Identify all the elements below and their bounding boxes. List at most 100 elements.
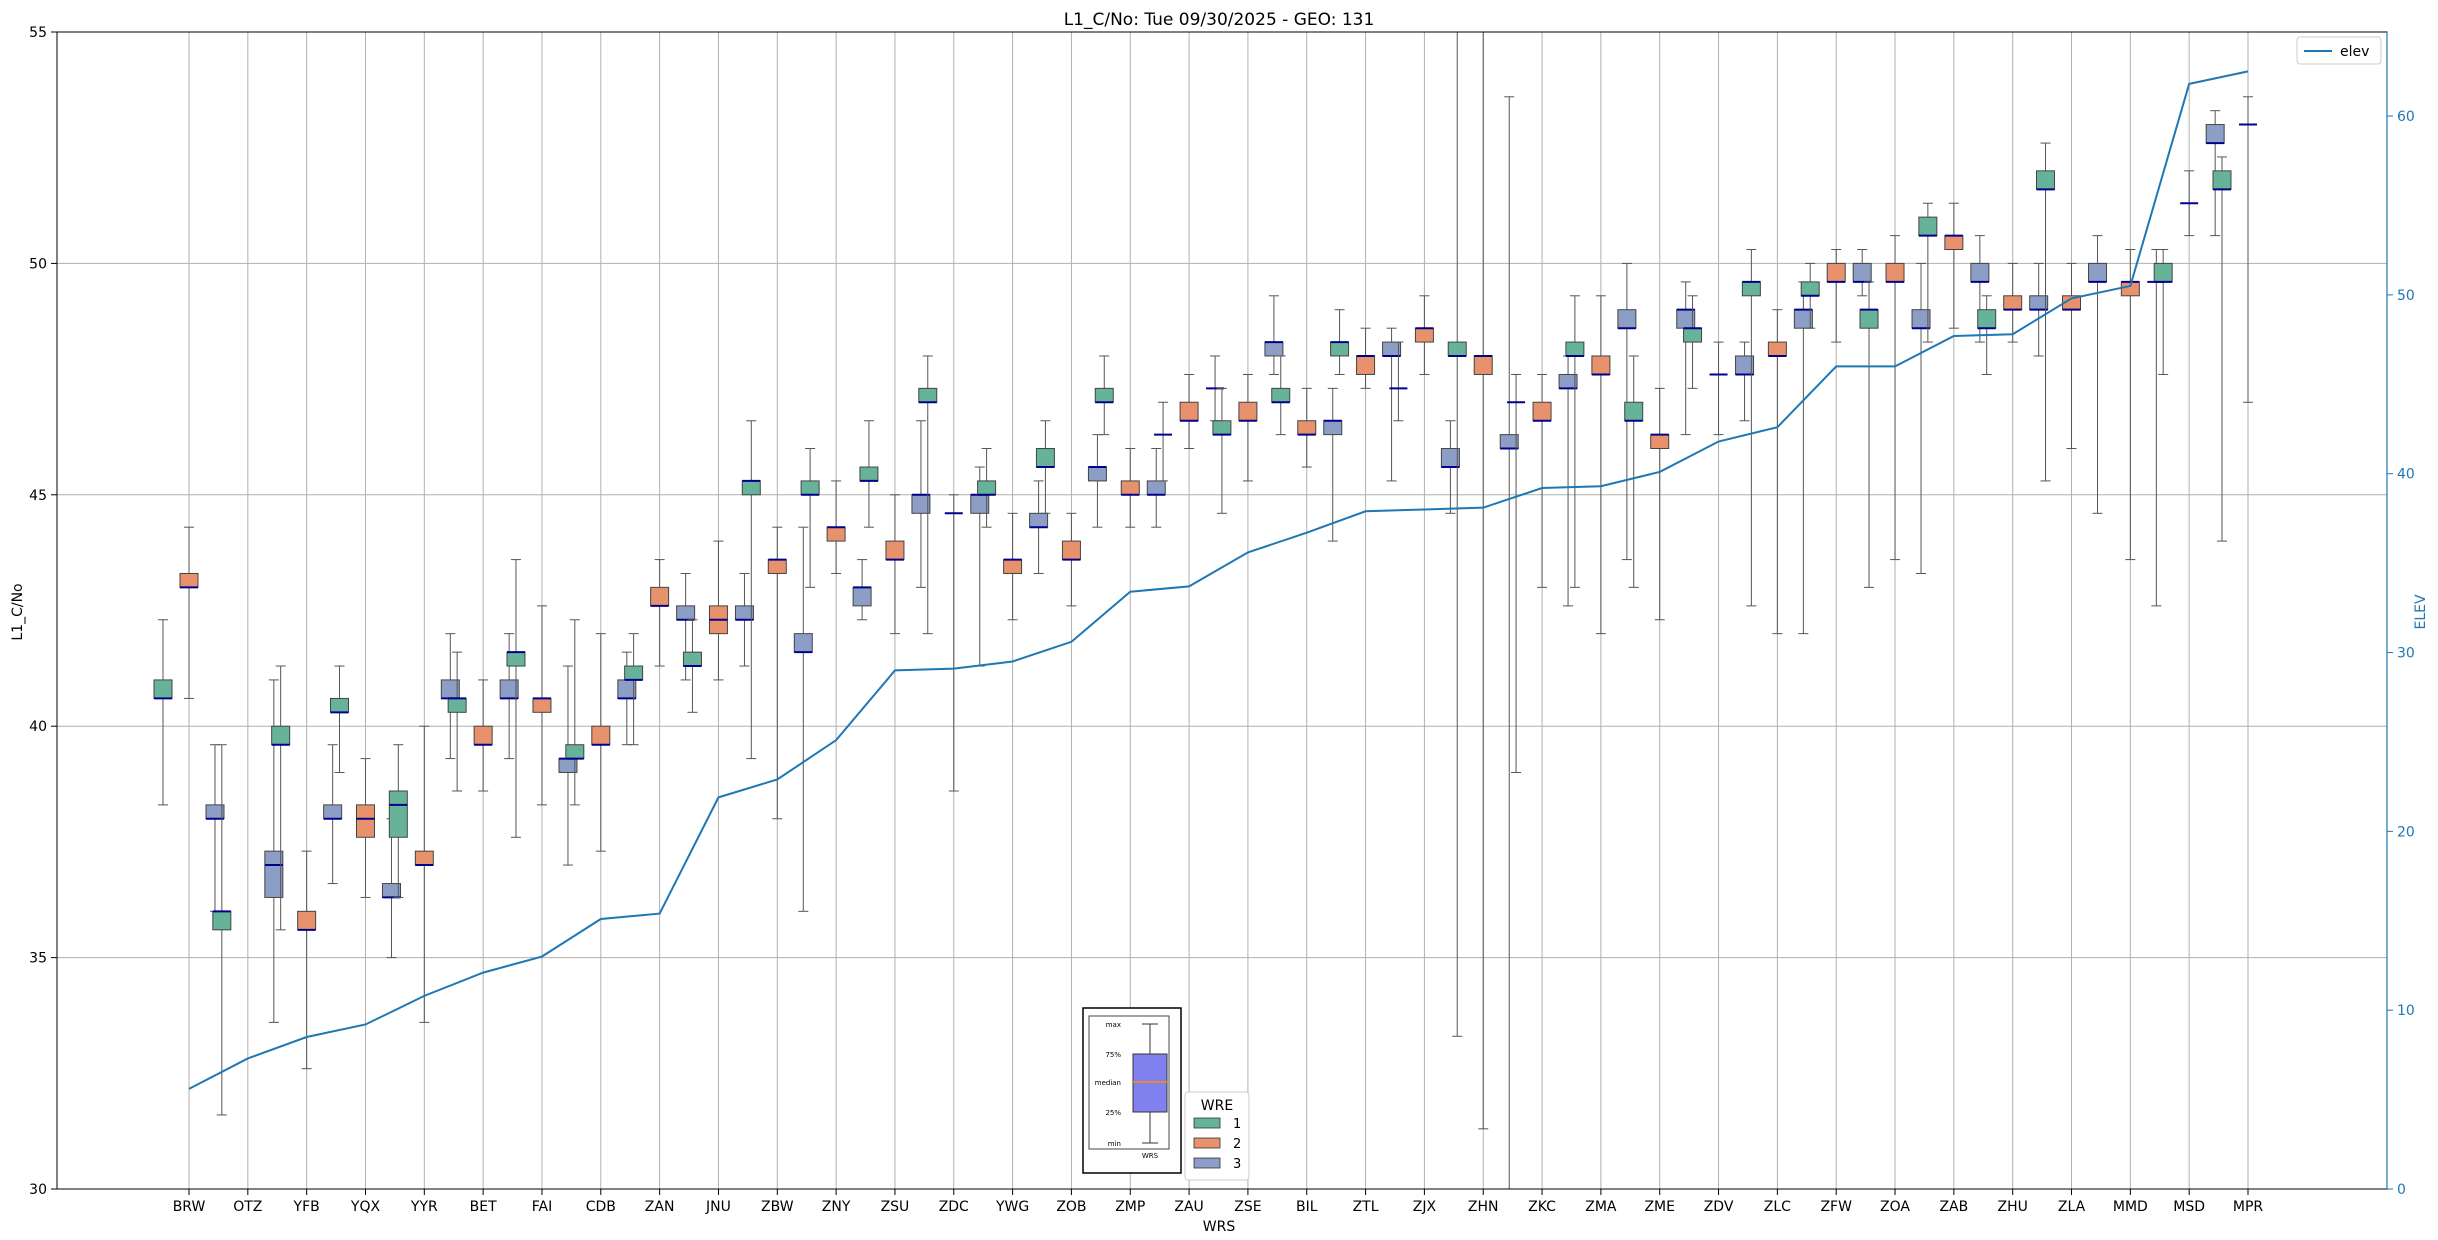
box-BIL-wre1 <box>1271 355 1291 436</box>
box-BIL-wre2 <box>1297 387 1317 468</box>
x-tick-label: ZAB <box>1939 1199 1968 1215</box>
box-body <box>911 494 931 514</box>
elev-legend: elev <box>2296 36 2382 65</box>
box-BET-wre2 <box>473 679 493 792</box>
box-ZLA-wre1 <box>2036 142 2056 482</box>
box-body <box>1356 355 1376 375</box>
wre-legend: WRE 1 2 3 <box>1184 1091 1250 1181</box>
box-body <box>1087 466 1107 482</box>
box-ZHU-wre1 <box>1977 295 1997 375</box>
box-body <box>532 697 552 713</box>
x-tick-label: ZOB <box>1056 1199 1086 1215</box>
box-JNU-wre1 <box>682 619 702 713</box>
x-tick-label: ZDC <box>939 1199 969 1215</box>
box-body <box>1591 355 1611 375</box>
chart-title: L1_C/No: Tue 09/30/2025 - GEO: 131 <box>1064 10 1375 30</box>
box-FAI-wre1 <box>506 559 526 838</box>
box-ZMA-wre2 <box>1591 295 1611 635</box>
box-FAI-wre3 <box>558 665 578 866</box>
x-tick-label: OTZ <box>233 1199 262 1215</box>
box-ZOB-wre2 <box>1061 512 1081 607</box>
box-body <box>1330 341 1350 357</box>
box-body <box>1499 434 1519 450</box>
box-OTZ-wre1 <box>212 744 232 1116</box>
box-YFB-wre3 <box>323 744 343 885</box>
box-YYR-wre1 <box>388 744 408 898</box>
x-tick-label: FAI <box>532 1199 552 1215</box>
box-body <box>1447 341 1467 357</box>
box-ZKC-wre3 <box>1558 355 1578 607</box>
box-ZBW-wre2 <box>767 526 787 820</box>
box-ZDV-wre1 <box>1683 295 1703 389</box>
x-tick-label: BRW <box>173 1199 206 1215</box>
wre-legend-label-1: 1 <box>1233 1117 1241 1132</box>
box-body <box>1035 448 1055 468</box>
box-body <box>793 633 813 653</box>
y-tick-label: 50 <box>29 256 47 272</box>
box-ZOB-wre3 <box>1087 434 1107 528</box>
box-MPR-wre1 <box>2212 156 2232 542</box>
box-ZFW-wre2 <box>1826 249 1846 343</box>
box-body <box>558 758 578 773</box>
box-body <box>918 387 938 403</box>
key-box <box>1132 1053 1168 1113</box>
box-BIL-wre3 <box>1323 387 1343 542</box>
box-body <box>323 804 343 820</box>
box-body <box>264 850 284 898</box>
box-ZDV-wre2 <box>1709 341 1728 436</box>
box-body <box>2212 170 2232 190</box>
x-tick-label: ZSE <box>1234 1199 1261 1215</box>
x-tick-label: ZDV <box>1704 1199 1734 1215</box>
box-ZKC-wre2 <box>1532 373 1552 588</box>
box-body <box>1741 281 1761 297</box>
box-body <box>506 651 526 667</box>
box-ZME-wre2 <box>1650 387 1670 621</box>
x-tick-label: YQX <box>350 1199 381 1215</box>
box-body <box>565 744 585 760</box>
box-body <box>682 651 702 667</box>
box-body <box>2003 295 2023 311</box>
box-body <box>1885 262 1905 283</box>
box-ZME-wre3 <box>1676 281 1696 436</box>
y2-tick-label: 20 <box>2397 824 2415 840</box>
box-body <box>1767 341 1787 357</box>
box-body <box>1793 309 1813 329</box>
box-ZFW-wre3 <box>1852 249 1872 297</box>
box-YQX-wre3 <box>381 818 401 959</box>
wre-legend-swatch-1 <box>1193 1117 1221 1129</box>
x-tick-label: ZME <box>1644 1199 1675 1215</box>
box-ZLC-wre3 <box>1793 281 1813 635</box>
box-ZSU-wre2 <box>885 494 905 635</box>
y-tick-label: 30 <box>29 1182 47 1198</box>
box-YQX-wre2 <box>355 758 375 898</box>
box-body <box>1414 327 1434 343</box>
x-tick-label: ZLA <box>2058 1199 2086 1215</box>
x-tick-label: MSD <box>2173 1199 2205 1215</box>
key-label-75: 75% <box>1105 1051 1121 1059</box>
box-YFB-wre1 <box>271 665 291 931</box>
box-ZMP-wre3 <box>1146 448 1166 528</box>
y2-tick-label: 50 <box>2397 288 2415 304</box>
box-ZAB-wre1 <box>1918 202 1938 343</box>
y2-axis-label: ELEV <box>2413 594 2429 629</box>
box-body <box>473 725 493 746</box>
box-ZOA-wre2 <box>1885 235 1905 561</box>
box-body <box>1120 480 1140 496</box>
box-ZDC-wre3 <box>970 466 990 667</box>
box-ZAU-wre2 <box>1179 373 1199 450</box>
box-JNU-wre3 <box>734 572 754 667</box>
box-BRW-wre3 <box>205 744 225 912</box>
box-MMD-wre3 <box>2147 249 2166 607</box>
y2-tick-label: 60 <box>2397 109 2415 125</box>
box-body <box>2153 262 2173 283</box>
y2-tick-label: 30 <box>2397 646 2415 662</box>
box-body <box>885 540 905 561</box>
box-body <box>1826 262 1846 283</box>
box-body <box>1859 309 1879 329</box>
x-tick-label: JNU <box>705 1199 731 1215</box>
box-ZSU-wre1 <box>859 420 879 528</box>
box-CDB-wre2 <box>591 633 611 852</box>
wre-legend-title: WRE <box>1201 1098 1233 1114</box>
